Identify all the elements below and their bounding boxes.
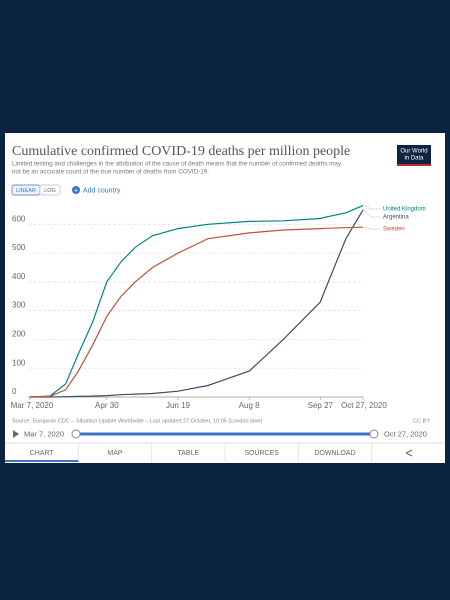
plot: 0 100 200 300 400 500 600 Mar 7, 2020 Apr 30 Jun … bbox=[11, 205, 426, 410]
license: CC BY bbox=[413, 418, 430, 424]
x-tick-label: Sep 27 bbox=[308, 401, 334, 410]
x-tick-label: Mar 7, 2020 bbox=[11, 401, 54, 410]
y-tick-label: 300 bbox=[12, 301, 26, 310]
series-line bbox=[29, 205, 364, 398]
tab[interactable]: SOURCES bbox=[244, 450, 279, 457]
tab[interactable]: MAP bbox=[107, 450, 123, 457]
log-button[interactable] bbox=[39, 184, 61, 196]
linear-label: LINEAR bbox=[16, 188, 36, 194]
timeline-end: Oct 27, 2020 bbox=[384, 429, 427, 438]
x-tick-label: Apr 30 bbox=[95, 401, 119, 410]
legend-label[interactable]: United Kingdom bbox=[383, 207, 426, 213]
tabs: CHART MAP TABLE SOURCES DOWNLOAD bbox=[5, 443, 413, 462]
y-tick-label: 500 bbox=[12, 243, 26, 252]
logo-text: in Data bbox=[404, 156, 424, 162]
add-country[interactable]: Add country bbox=[83, 187, 121, 194]
legend-label[interactable]: Argentina bbox=[383, 215, 409, 221]
x-tick-label: Aug 8 bbox=[239, 401, 260, 410]
label-connector bbox=[363, 209, 381, 218]
series-line bbox=[29, 226, 364, 398]
y-tick-label: 200 bbox=[12, 330, 26, 339]
x-tick-label: Oct 27, 2020 bbox=[341, 401, 387, 410]
subtitle: not be an accurate count of the true num… bbox=[12, 169, 209, 176]
y-tick-label: 600 bbox=[12, 214, 26, 223]
share-icon[interactable] bbox=[405, 449, 413, 457]
source: Source: European CDC – Situation Update … bbox=[12, 418, 262, 424]
tab[interactable]: DOWNLOAD bbox=[314, 450, 355, 457]
add-plus: + bbox=[74, 187, 78, 194]
subtitle: Limited testing and challenges in the at… bbox=[12, 161, 342, 168]
legend-label[interactable]: Sweden bbox=[383, 227, 405, 233]
y-tick-label: 100 bbox=[12, 358, 26, 367]
timeline-start: Mar 7, 2020 bbox=[24, 429, 64, 438]
chart-title: Cumulative confirmed COVID-19 deaths per… bbox=[12, 144, 350, 159]
timeline-handle[interactable] bbox=[71, 429, 81, 439]
play-button[interactable] bbox=[13, 430, 19, 438]
log-label: LOG bbox=[44, 188, 56, 194]
logo[interactable] bbox=[397, 145, 431, 166]
logo-text: Our World bbox=[400, 149, 427, 155]
series-line bbox=[30, 209, 364, 398]
tab[interactable]: TABLE bbox=[178, 450, 200, 457]
add-icon[interactable] bbox=[72, 186, 80, 194]
y-tick-label: 0 bbox=[12, 387, 17, 396]
label-connector bbox=[363, 226, 381, 230]
label-connector bbox=[363, 205, 381, 210]
timeline-handle[interactable] bbox=[369, 429, 379, 439]
card bbox=[5, 133, 445, 463]
tab[interactable]: CHART bbox=[30, 450, 55, 457]
y-tick-label: 400 bbox=[12, 272, 26, 281]
logo-bar bbox=[397, 164, 431, 166]
x-tick-label: Jun 19 bbox=[166, 401, 191, 410]
